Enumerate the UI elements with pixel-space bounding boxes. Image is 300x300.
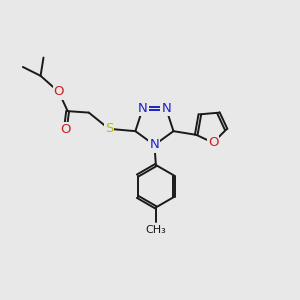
Text: O: O (208, 136, 218, 149)
Text: N: N (161, 102, 171, 115)
Text: O: O (54, 85, 64, 98)
Text: CH₃: CH₃ (146, 225, 166, 235)
Text: N: N (149, 139, 159, 152)
Text: S: S (105, 122, 113, 135)
Text: O: O (60, 123, 70, 136)
Text: N: N (138, 102, 148, 115)
